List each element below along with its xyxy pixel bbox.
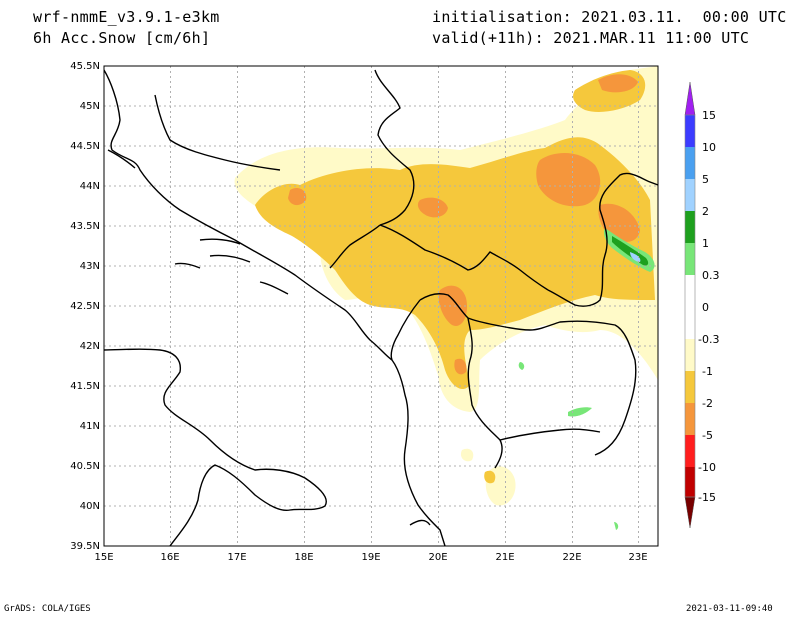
- colorbar-bin: [685, 243, 695, 275]
- colorbar-bin: [685, 115, 695, 147]
- lat-tick: 43N: [80, 261, 100, 272]
- lat-tick: 45N: [80, 101, 100, 112]
- lon-tick: 15E: [94, 552, 113, 563]
- lat-axis: 39.5N 40N 40.5N 41N 41.5N 42N 42.5N 43N …: [70, 61, 100, 552]
- colorbar-bin: [685, 371, 695, 403]
- lat-tick: 44N: [80, 181, 100, 192]
- colorbar-bin: [685, 403, 695, 435]
- colorbar-top-arrow: [684, 81, 696, 116]
- colorbar-label: -15: [698, 491, 716, 504]
- model-title: wrf-nmmE_v3.9.1-e3km: [33, 8, 220, 26]
- init-time: initialisation: 2021.03.11. 00:00 UTC: [432, 8, 787, 26]
- lat-tick: 41.5N: [70, 381, 100, 392]
- snow-field: [234, 66, 658, 530]
- lat-tick: 44.5N: [70, 141, 100, 152]
- lon-axis: 15E 16E 17E 18E 19E 20E 21E 22E 23E: [94, 552, 647, 563]
- lat-tick: 41N: [80, 421, 100, 432]
- lat-tick: 42.5N: [70, 301, 100, 312]
- colorbar-label: 0.3: [702, 269, 720, 282]
- footer-credit: GrADS: COLA/IGES: [4, 604, 91, 614]
- colorbar-label: 15: [702, 109, 716, 122]
- colorbar-bottom-arrow: [684, 496, 696, 529]
- colorbar-bin: [685, 275, 695, 339]
- lat-tick: 43.5N: [70, 221, 100, 232]
- colorbar-label: -5: [702, 429, 713, 442]
- map-frame: [103, 65, 659, 547]
- colorbar-label: 2: [702, 205, 709, 218]
- colorbar-label: 10: [702, 141, 716, 154]
- lat-tick: 45.5N: [70, 61, 100, 72]
- lon-tick: 16E: [160, 552, 179, 563]
- colorbar-outline: [684, 114, 696, 498]
- lon-tick: 17E: [227, 552, 246, 563]
- colorbar-bin: [685, 435, 695, 467]
- colorbar-label: -1: [702, 365, 713, 378]
- lon-tick: 19E: [361, 552, 380, 563]
- coastlines-borders: [104, 69, 658, 546]
- lon-tick: 21E: [495, 552, 514, 563]
- colorbar-label: 5: [702, 173, 709, 186]
- colorbar-label: 0: [702, 301, 709, 314]
- colorbar: [684, 81, 696, 529]
- lon-tick: 20E: [428, 552, 447, 563]
- colorbar-bin: [685, 179, 695, 211]
- colorbar-bin: [685, 147, 695, 179]
- colorbar-label: -10: [698, 461, 716, 474]
- lat-tick: 42N: [80, 341, 100, 352]
- colorbar-bin: [685, 467, 695, 497]
- colorbar-labels: 15 10 5 2 1 0.3 0 -0.3 -1 -2 -5 -10 -15: [698, 109, 720, 504]
- lon-tick: 22E: [562, 552, 581, 563]
- field-title: 6h Acc.Snow [cm/6h]: [33, 29, 211, 47]
- colorbar-label: -0.3: [698, 333, 719, 346]
- lon-tick: 18E: [294, 552, 313, 563]
- colorbar-bin: [685, 339, 695, 371]
- lat-tick: 40.5N: [70, 461, 100, 472]
- colorbar-label: -2: [702, 397, 713, 410]
- lon-tick: 23E: [628, 552, 647, 563]
- lat-tick: 40N: [80, 501, 100, 512]
- lat-tick: 39.5N: [70, 541, 100, 552]
- valid-time: valid(+11h): 2021.MAR.11 11:00 UTC: [432, 29, 750, 47]
- colorbar-label: 1: [702, 237, 709, 250]
- footer-timestamp: 2021-03-11-09:40: [686, 604, 773, 614]
- colorbar-bin: [685, 211, 695, 243]
